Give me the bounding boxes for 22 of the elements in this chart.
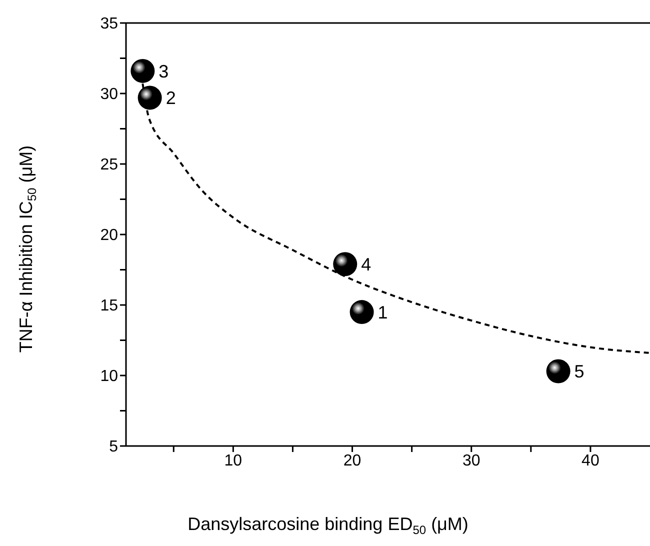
- y-tick-label: 25: [100, 156, 118, 174]
- annotation: 3: [158, 61, 169, 82]
- point: [333, 252, 358, 276]
- point: [546, 359, 570, 384]
- y-tick-label: 30: [100, 86, 118, 104]
- y-tick-label: 5: [109, 438, 118, 456]
- x-axis-title: Dansylsarcosine binding ED$_{50}$ (μM): [188, 514, 468, 537]
- y-tick-label: 10: [100, 368, 118, 386]
- point: [350, 300, 374, 324]
- x-tick-label: 40: [582, 452, 600, 470]
- point: [138, 86, 162, 110]
- x-tick-label: 30: [462, 452, 480, 470]
- annotation: 4: [361, 254, 372, 274]
- annotation: 5: [574, 362, 584, 382]
- y-tick-label: 20: [100, 227, 118, 244]
- x-tick-label: 10: [224, 452, 242, 470]
- point: [130, 58, 155, 83]
- annotation: 2: [166, 88, 176, 108]
- annotation: 1: [378, 302, 388, 322]
- x-tick-label: 20: [343, 452, 362, 470]
- y-tick-label: 15: [100, 298, 118, 315]
- y-tick-label: 35: [100, 16, 118, 33]
